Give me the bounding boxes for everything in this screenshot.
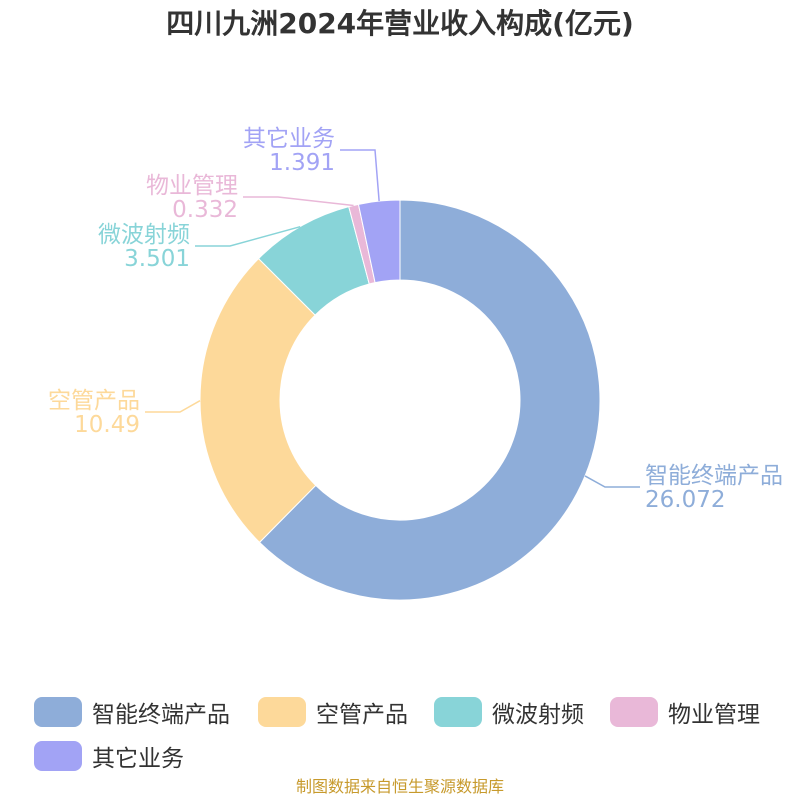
slice-name-label-weibo: 微波射频 [98,222,190,248]
leader-line-weibo [195,225,301,247]
legend-label-zhinengzhongduan: 智能终端产品 [92,702,230,728]
legend-item-kongguan[interactable]: 空管产品 [258,694,408,730]
slice-value-label-qita: 1.391 [269,150,335,176]
legend-label-qita: 其它业务 [92,746,184,772]
legend-swatch-weibo [434,697,482,727]
legend-swatch-zhinengzhongduan [34,697,82,727]
legend-item-qita[interactable]: 其它业务 [34,738,184,774]
slice-value-label-kongguan: 10.49 [74,412,140,438]
legend-label-wuye: 物业管理 [668,702,760,728]
legend-item-weibo[interactable]: 微波射频 [434,694,584,730]
legend-item-zhinengzhongduan[interactable]: 智能终端产品 [34,694,230,730]
donut-slice-zhinengzhongduan[interactable] [258,199,601,601]
legend-swatch-wuye [610,697,658,727]
slice-name-label-qita: 其它业务 [243,126,335,152]
slice-value-label-zhinengzhongduan: 26.072 [645,487,725,513]
leader-line-zhinengzhongduan [584,475,640,488]
slice-value-label-wuye: 0.332 [172,197,238,223]
legend-item-wuye[interactable]: 物业管理 [610,694,760,730]
leader-line-qita [340,149,380,202]
legend-label-kongguan: 空管产品 [316,702,408,728]
slice-name-label-zhinengzhongduan: 智能终端产品 [645,463,783,489]
legend-label-weibo: 微波射频 [492,702,584,728]
chart-title: 四川九洲2024年营业收入构成(亿元) [166,7,634,40]
slice-name-label-kongguan: 空管产品 [48,388,140,414]
legend-swatch-qita [34,741,82,771]
leader-line-wuye [243,196,354,207]
donut-slice-kongguan[interactable] [199,257,317,544]
donut-slice-qita[interactable] [357,199,401,284]
legend-swatch-kongguan [258,697,306,727]
slice-value-label-weibo: 3.501 [124,246,190,272]
slice-name-label-wuye: 物业管理 [146,173,238,199]
source-footnote: 制图数据来自恒生聚源数据库 [295,777,504,796]
leader-line-kongguan [145,400,201,413]
